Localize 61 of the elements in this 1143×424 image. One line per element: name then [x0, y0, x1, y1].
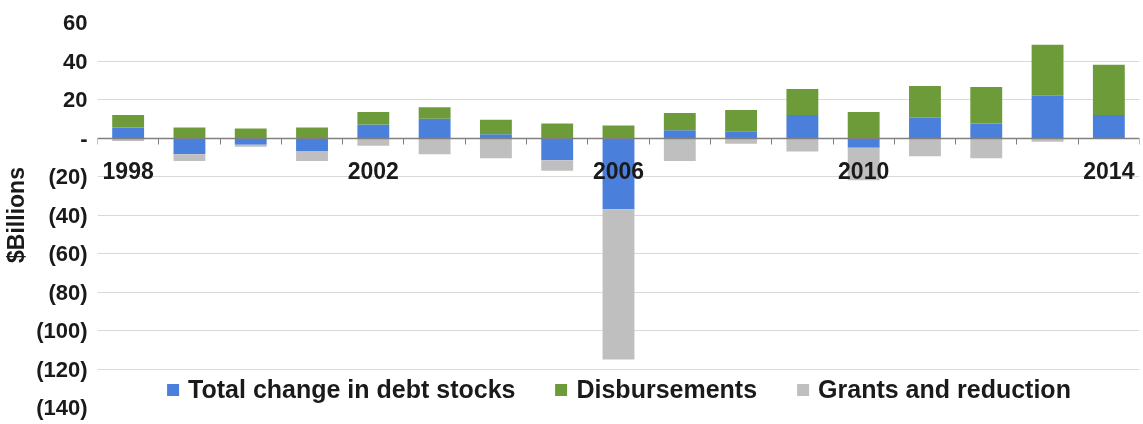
y-tick-label: (100): [36, 318, 88, 343]
bar: [663, 130, 696, 138]
bar: [909, 117, 941, 138]
y-tick-label: -: [80, 125, 88, 151]
bar: [479, 134, 512, 138]
y-tick-label: (80): [48, 279, 88, 305]
bar: [786, 114, 819, 138]
y-tick-label: 20: [63, 87, 88, 112]
x-tick-label: 1998: [102, 158, 154, 184]
bar: [357, 124, 390, 138]
bar: [541, 138, 574, 161]
bar: [479, 138, 512, 159]
bar: [357, 112, 390, 125]
bar: [479, 119, 512, 135]
bar: [909, 138, 941, 157]
y-tick-label: (20): [48, 164, 88, 189]
bar: [357, 138, 390, 146]
bar: [112, 127, 145, 138]
bar: [725, 131, 758, 138]
bar: [173, 154, 206, 162]
bar: [786, 88, 819, 115]
bar: [1092, 64, 1125, 115]
bar: [112, 114, 145, 128]
bar: [1092, 114, 1125, 138]
y-tick-label: (60): [48, 241, 88, 266]
bar: [418, 107, 451, 119]
bar: [602, 125, 635, 138]
y-tick-label: (40): [48, 202, 88, 228]
bar: [296, 151, 328, 162]
bar: [541, 160, 574, 171]
bar: [541, 123, 574, 138]
bar: [847, 112, 880, 138]
bar: [970, 86, 1003, 124]
bar: [1031, 95, 1064, 138]
bar: [663, 112, 696, 131]
legend-label: Grants and reduction: [818, 375, 1071, 404]
bar: [418, 118, 451, 138]
bar: [1031, 44, 1064, 96]
y-tick-label: 60: [63, 10, 88, 35]
legend-label: Total change in debt stocks: [188, 375, 516, 404]
x-tick-label: 2010: [838, 158, 890, 184]
bar: [173, 127, 206, 138]
legend-label: Disbursements: [576, 375, 758, 404]
y-tick-label: 40: [63, 48, 88, 74]
bar: [970, 138, 1003, 159]
bar: [909, 86, 941, 118]
y-tick-label: (140): [36, 395, 88, 420]
bar: [725, 110, 758, 132]
bar: [970, 123, 1003, 138]
x-tick-label: 2014: [1083, 158, 1135, 184]
x-tick-label: 2002: [347, 158, 399, 184]
bar: [418, 138, 451, 155]
bar: [296, 127, 328, 138]
bar: [602, 209, 635, 360]
bar: [786, 138, 819, 152]
bar: [847, 138, 880, 148]
bar: [296, 138, 328, 152]
bar: [663, 138, 696, 162]
bar: [234, 128, 267, 138]
y-axis-title: $Billions: [3, 167, 30, 263]
y-tick-label: (120): [36, 356, 88, 382]
